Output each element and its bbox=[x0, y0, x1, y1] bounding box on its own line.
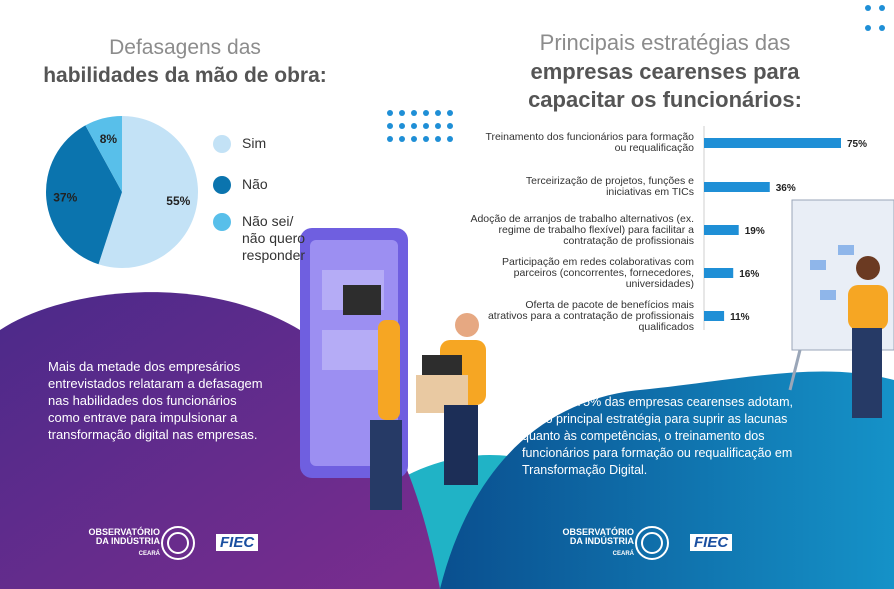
pie-slice bbox=[85, 116, 122, 192]
bar-subtitle: empresas cearenses para capacitar os fun… bbox=[528, 59, 802, 112]
bar-title: Principais estratégias das bbox=[539, 30, 791, 55]
bar-category-label: Treinamento dos funcionários para formaç… bbox=[485, 131, 694, 154]
bar-value-label: 36% bbox=[776, 183, 796, 194]
legend-label: Não sei/ não quero responder bbox=[242, 213, 306, 263]
bar bbox=[704, 182, 770, 192]
right-paragraph: Cerca de 75% das empresas cearenses adot… bbox=[522, 395, 793, 477]
pie-subtitle: habilidades da mão de obra: bbox=[43, 64, 327, 87]
logo-name: OBSERVATÓRIO DA INDÚSTRIA bbox=[88, 527, 160, 546]
pie-slice bbox=[45, 125, 122, 265]
bar-category-label: Oferta de pacote de benefícios mais atra… bbox=[487, 298, 694, 333]
bar-value-label: 19% bbox=[745, 226, 765, 237]
phone-illustration bbox=[300, 228, 408, 510]
left-paragraph: Mais da metade dos empresários entrevist… bbox=[48, 359, 263, 442]
dots bbox=[387, 5, 885, 142]
bar bbox=[704, 138, 841, 148]
man-illustration bbox=[416, 313, 486, 485]
legend-label: Sim bbox=[242, 135, 267, 151]
legend-swatch bbox=[213, 213, 231, 231]
bar-value-label: 16% bbox=[739, 269, 759, 280]
logo-region: CEARÁ bbox=[138, 551, 160, 557]
logo-fiec: FIEC bbox=[216, 534, 259, 551]
logo-fiec: FIEC bbox=[690, 534, 733, 551]
blue-blob bbox=[440, 371, 894, 589]
bar bbox=[704, 225, 739, 235]
bar-value-label: 75% bbox=[847, 139, 867, 150]
pie-value-label: 8% bbox=[100, 132, 118, 146]
board-illustration bbox=[788, 199, 894, 418]
legend-swatch bbox=[213, 135, 231, 153]
bar-category-label: Terceirização de projetos, funções e ini… bbox=[525, 175, 694, 198]
bar-category-label: Participação em redes colaborativas com … bbox=[501, 255, 694, 290]
pie-value-label: 37% bbox=[53, 190, 77, 204]
bar bbox=[704, 268, 734, 278]
pie-value-label: 55% bbox=[166, 194, 190, 208]
bar-category-label: Adoção de arranjos de trabalho alternati… bbox=[470, 212, 694, 247]
legend-swatch bbox=[213, 176, 231, 194]
legend-label: Não bbox=[242, 176, 268, 192]
bar bbox=[704, 311, 725, 321]
pie-title: Defasagens das bbox=[109, 36, 261, 59]
pie-slice bbox=[98, 116, 198, 268]
logo-name: OBSERVATÓRIO DA INDÚSTRIA bbox=[562, 527, 634, 546]
bar-value-label: 11% bbox=[730, 312, 750, 323]
logo-region: CEARÁ bbox=[612, 551, 634, 557]
logo-mark bbox=[161, 526, 669, 560]
